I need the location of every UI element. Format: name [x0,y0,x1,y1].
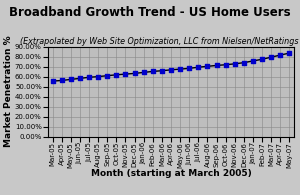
Point [196,66,201,69]
Point [287,51,292,55]
Point [178,67,182,71]
Point [87,76,92,79]
Point [50,80,55,83]
Point [214,64,219,67]
Point [260,58,265,61]
Title: (Extrapolated by Web Site Optimization, LLC from Nielsen/NetRatings data): (Extrapolated by Web Site Optimization, … [20,37,300,46]
Text: Broadband Growth Trend - US Home Users: Broadband Growth Trend - US Home Users [9,6,291,19]
Point [269,56,274,59]
Point [68,78,73,81]
Point [187,67,192,70]
Point [160,69,164,72]
Point [150,70,155,73]
Point [59,79,64,82]
Point [223,63,228,66]
Point [250,59,255,63]
Point [105,74,110,77]
Point [232,62,237,65]
Point [132,72,137,75]
Point [169,68,173,71]
Point [114,73,119,76]
Y-axis label: Market Penetration %: Market Penetration % [4,36,14,147]
Point [123,73,128,76]
Point [141,71,146,74]
Point [242,61,246,64]
Point [77,77,82,80]
X-axis label: Month (starting at March 2005): Month (starting at March 2005) [91,169,251,178]
Point [278,53,283,57]
Point [205,65,210,68]
Point [96,75,100,78]
